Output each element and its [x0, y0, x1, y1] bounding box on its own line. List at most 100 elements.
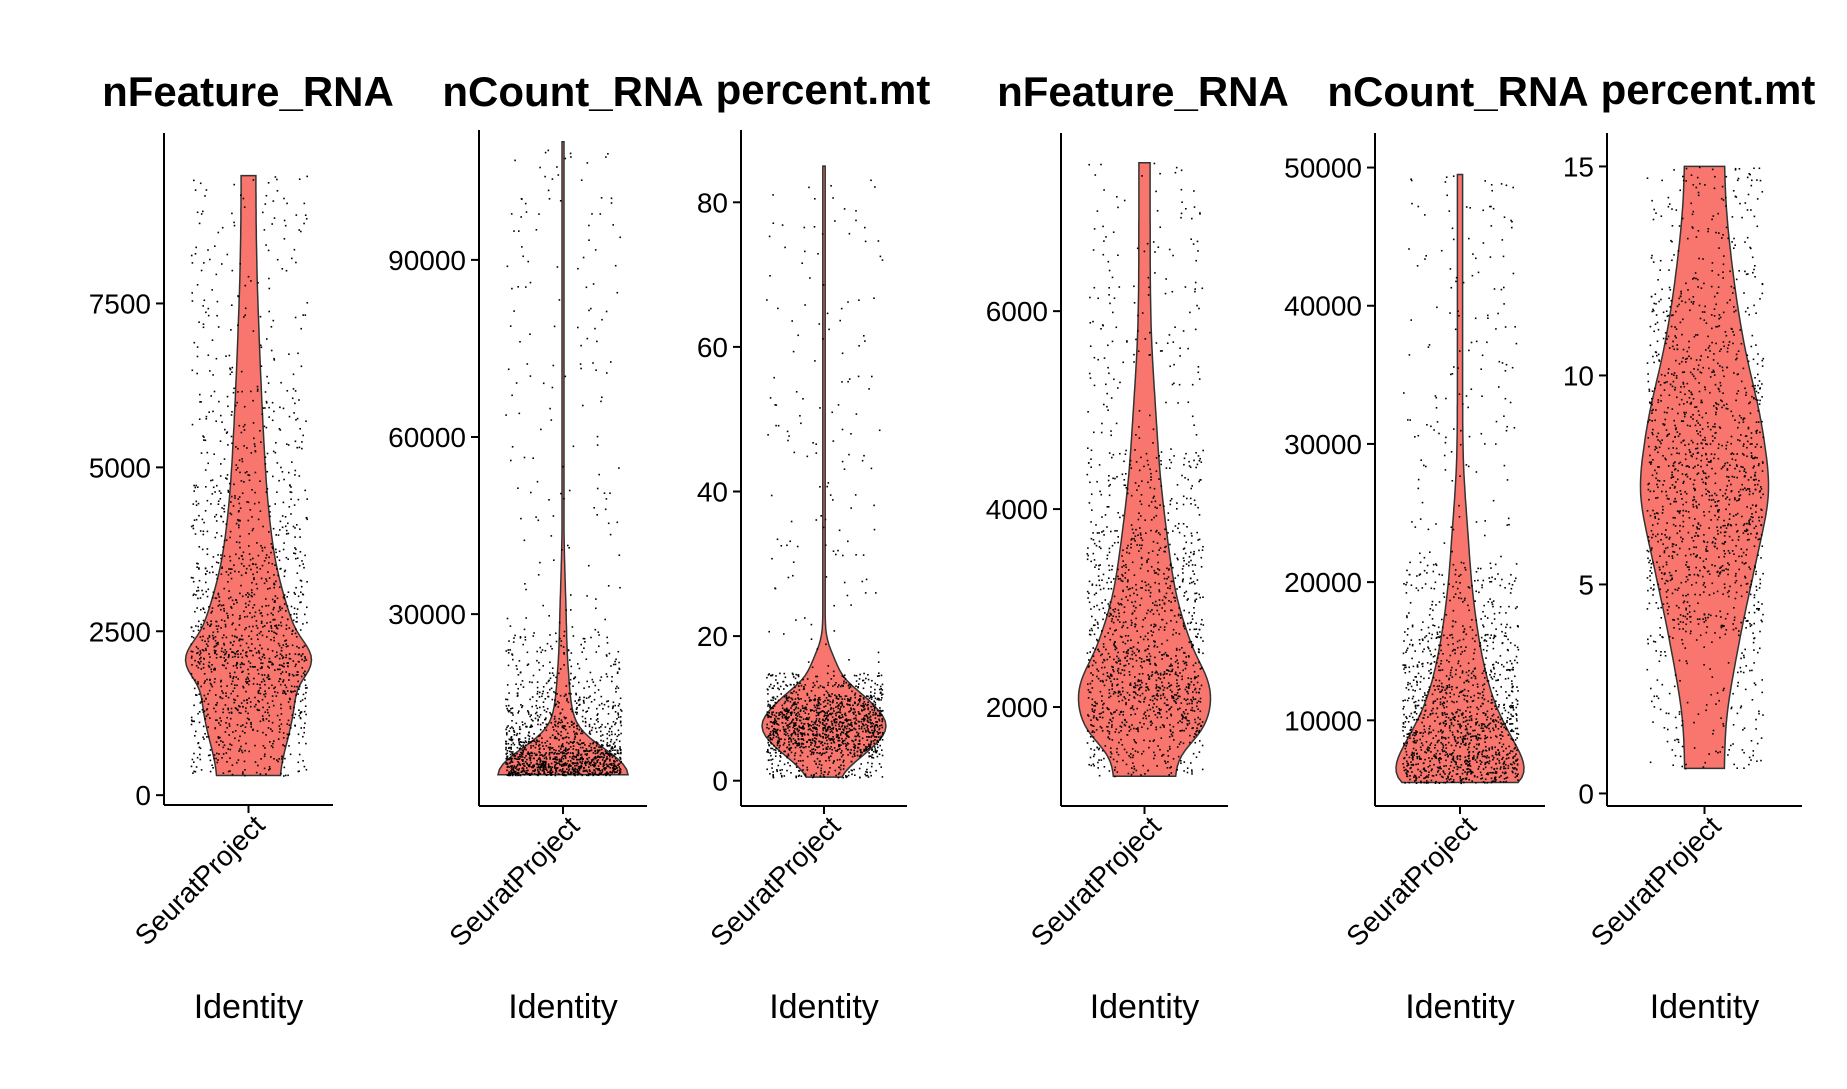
data-point	[1175, 525, 1177, 527]
data-point	[244, 314, 246, 316]
data-point	[614, 742, 616, 744]
data-point	[525, 740, 527, 742]
data-point	[1149, 415, 1151, 417]
data-point	[227, 396, 229, 398]
data-point	[793, 730, 795, 732]
data-point	[265, 391, 267, 393]
data-point	[528, 741, 530, 743]
data-point	[196, 373, 198, 375]
data-point	[300, 701, 302, 703]
data-point	[216, 654, 218, 656]
data-point	[520, 684, 522, 686]
data-point	[289, 653, 291, 655]
data-point	[222, 227, 224, 229]
data-point	[848, 454, 850, 456]
data-point	[276, 759, 278, 761]
data-point	[874, 689, 876, 691]
data-point	[294, 686, 296, 688]
data-point	[263, 720, 265, 722]
data-point	[206, 416, 208, 418]
data-point	[811, 638, 813, 640]
data-point	[302, 623, 304, 625]
data-point	[880, 766, 882, 768]
data-point	[615, 691, 617, 693]
data-point	[282, 681, 284, 683]
data-point	[1132, 762, 1134, 764]
data-point	[218, 503, 220, 505]
data-point	[247, 702, 249, 704]
data-point	[872, 754, 874, 756]
data-point	[766, 727, 768, 729]
data-point	[560, 731, 562, 733]
data-point	[301, 560, 303, 562]
data-point	[832, 701, 834, 703]
data-point	[512, 772, 514, 774]
data-point	[570, 609, 572, 611]
data-point	[224, 555, 226, 557]
data-point	[223, 657, 225, 659]
data-point	[207, 726, 209, 728]
data-point	[846, 728, 848, 730]
data-point	[197, 587, 199, 589]
data-point	[817, 253, 819, 255]
data-point	[865, 731, 867, 733]
data-point	[282, 515, 284, 517]
data-point	[835, 715, 837, 717]
data-point	[551, 722, 553, 724]
data-point	[203, 658, 205, 660]
data-point	[250, 722, 252, 724]
data-point	[801, 262, 803, 264]
data-point	[520, 216, 522, 218]
data-point	[842, 461, 844, 463]
data-point	[212, 411, 214, 413]
data-point	[790, 714, 792, 716]
data-point	[872, 703, 874, 705]
data-point	[204, 695, 206, 697]
data-point	[1158, 583, 1160, 585]
data-point	[581, 754, 583, 756]
data-point	[288, 679, 290, 681]
data-point	[295, 317, 297, 319]
data-point	[799, 689, 801, 691]
data-point	[548, 767, 550, 769]
data-point	[248, 673, 250, 675]
data-point	[212, 339, 214, 341]
data-point	[1154, 488, 1156, 490]
data-point	[536, 744, 538, 746]
data-point	[531, 766, 533, 768]
data-point	[195, 731, 197, 733]
data-point	[540, 760, 542, 762]
data-point	[770, 700, 772, 702]
data-point	[810, 744, 812, 746]
data-point	[1149, 653, 1151, 655]
data-point	[591, 701, 593, 703]
data-point	[796, 713, 798, 715]
data-point	[785, 723, 787, 725]
y-tick-label: 5000	[89, 452, 151, 483]
data-point	[818, 741, 820, 743]
data-point	[510, 460, 512, 462]
data-point	[511, 753, 513, 755]
data-point	[544, 758, 546, 760]
data-point	[212, 686, 214, 688]
data-point	[260, 758, 262, 760]
data-point	[280, 708, 282, 710]
data-point	[525, 617, 527, 619]
data-point	[551, 419, 553, 421]
data-point	[843, 676, 845, 678]
data-point	[815, 763, 817, 765]
data-point	[574, 756, 576, 758]
data-point	[1169, 334, 1171, 336]
data-point	[287, 666, 289, 668]
data-point	[564, 716, 566, 718]
data-point	[287, 723, 289, 725]
data-point	[823, 724, 825, 726]
data-point	[877, 698, 879, 700]
data-point	[587, 750, 589, 752]
data-point	[873, 297, 875, 299]
data-point	[281, 650, 283, 652]
data-point	[609, 753, 611, 755]
data-point	[598, 646, 600, 648]
data-point	[817, 648, 819, 650]
data-point	[274, 619, 276, 621]
